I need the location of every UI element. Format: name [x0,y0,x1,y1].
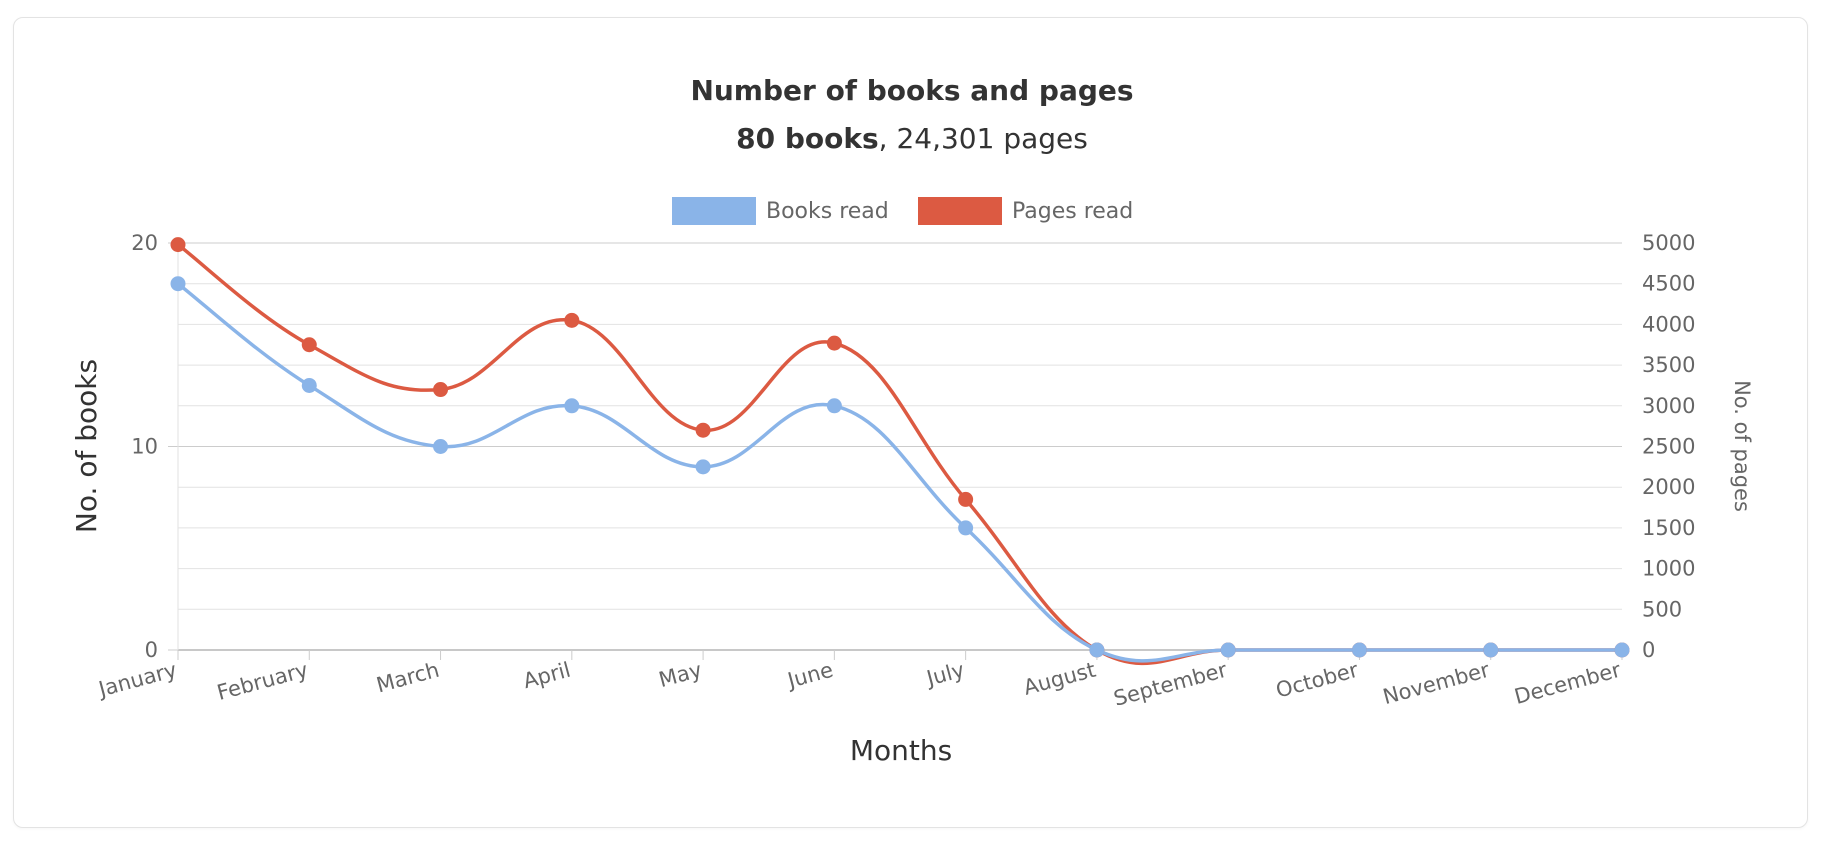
y-tick-left: 0 [145,638,158,662]
data-point-books [1089,642,1105,658]
chart-title: Number of books and pages [690,74,1133,107]
data-point-books [958,520,974,536]
y-tick-right: 2000 [1642,475,1695,499]
x-axis-title: Months [850,734,952,767]
data-point-pages [564,312,580,328]
data-point-books [1614,642,1630,658]
x-tick-label: September [1111,658,1230,711]
series-points [170,237,1630,658]
x-tick-label: December [1512,658,1624,709]
x-tick-label: February [214,658,310,705]
y-tick-right: 3500 [1642,353,1695,377]
data-point-pages [170,237,186,253]
data-point-books [1220,642,1236,658]
legend-label-pages: Pages read [1012,199,1133,224]
data-point-books [433,439,449,454]
y-axis-title-left: No. of books [70,359,103,533]
legend-label-books: Books read [766,199,889,224]
y-tick-right: 5000 [1642,231,1695,255]
y-tick-right: 1000 [1642,557,1695,581]
y-tick-right: 2500 [1642,435,1695,459]
x-tick-label: January [94,658,179,702]
x-tick-label: November [1380,658,1492,710]
subtitle-pages: , 24,301 pages [879,122,1088,155]
y-tick-right: 4500 [1642,272,1695,296]
data-point-pages [433,382,449,398]
data-point-pages [826,335,842,351]
y-tick-right: 0 [1642,638,1655,662]
x-tick-label: October [1273,658,1361,703]
data-point-pages [695,422,711,438]
x-tick-label: August [1021,658,1098,700]
y-tick-right: 3000 [1642,394,1695,418]
data-point-books [564,398,580,414]
x-tick-label: May [656,658,704,692]
data-point-books [1483,642,1499,658]
legend: Books read Pages read [672,197,1133,225]
y-tick-left: 20 [131,231,158,255]
x-tick-label: July [922,658,967,691]
data-point-books [826,398,842,414]
data-point-pages [958,491,974,507]
legend-swatch-books [672,197,756,225]
tick-labels: 0 500 1000 1500 2000 2500 3000 3500 4000 4500 5000… [94,231,1695,711]
y-tick-right: 500 [1642,597,1682,621]
x-tick-label: March [374,658,442,698]
x-tick-label: June [783,658,835,694]
series-lines [176,243,1622,666]
y-tick-left: 10 [131,435,158,459]
data-point-books [170,276,186,292]
y-axis-title-right: No. of pages [1730,380,1754,512]
grid-lines [168,242,1623,660]
x-tick-label: April [521,658,574,694]
legend-swatch-pages [918,197,1002,225]
data-point-books [301,377,317,393]
y-tick-right: 4000 [1642,312,1695,336]
data-point-books [695,459,711,475]
data-point-pages [301,337,317,353]
subtitle-books: 80 books [736,122,879,155]
chart-subtitle: 80 books, 24,301 pages [736,122,1088,155]
series-line-books [176,282,1622,663]
data-point-books [1351,642,1367,658]
y-tick-right: 1500 [1642,516,1695,540]
